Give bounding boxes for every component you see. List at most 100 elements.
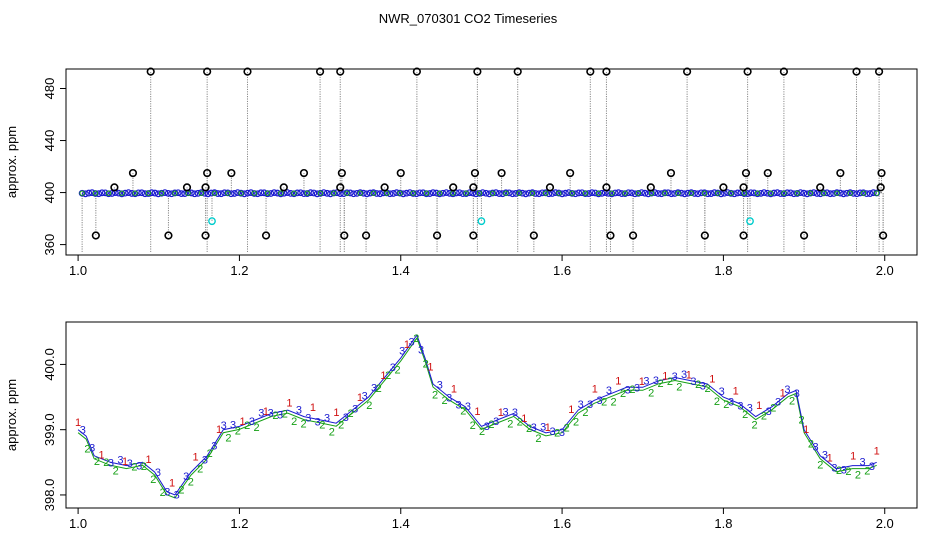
top-outlier-point <box>110 183 119 192</box>
top-data-marks <box>78 67 888 253</box>
bottom-flag-marker: 2 <box>178 485 184 497</box>
top-outlier-point <box>799 231 809 240</box>
top-baseline-point-green <box>873 190 880 196</box>
top-baseline-point <box>125 189 132 197</box>
top-baseline-point <box>591 189 599 197</box>
bottom-flag-marker: 3 <box>625 384 631 396</box>
top-outlier-point <box>299 168 309 178</box>
top-baseline-point <box>575 189 583 197</box>
top-baseline-point-green <box>701 190 708 196</box>
top-outlier-point <box>876 183 885 192</box>
top-baseline-point <box>658 190 665 198</box>
top-baseline-point <box>668 190 675 198</box>
bottom-flag-marker: 2 <box>704 383 710 395</box>
top-baseline-point <box>406 189 414 197</box>
bottom-flag-marker: 3 <box>202 454 208 466</box>
bottom-flag-marker: 1 <box>122 456 128 468</box>
top-baseline-point <box>856 189 864 197</box>
bottom-flag-marker: 2 <box>160 487 166 499</box>
top-baseline-point-green <box>278 190 284 196</box>
top-baseline-point-green <box>132 190 138 196</box>
bottom-flag-marker: 1 <box>286 397 292 409</box>
bottom-flag-marker: 2 <box>517 416 523 428</box>
top-baseline-point <box>707 190 715 197</box>
top-x-tick-label: 1.8 <box>714 263 732 278</box>
top-baseline-point <box>389 190 397 197</box>
top-baseline-point-green <box>834 190 840 196</box>
bottom-flag-marker: 2 <box>479 426 485 438</box>
top-baseline-point <box>624 189 632 197</box>
bottom-flag-marker: 2 <box>329 426 335 438</box>
top-baseline-point <box>287 189 295 197</box>
bottom-flag-marker: 2 <box>507 418 513 430</box>
top-outlier-point <box>449 183 458 192</box>
top-baseline-point <box>684 189 692 197</box>
bottom-flag-marker: 2 <box>601 397 607 409</box>
bottom-flag-marker: 3 <box>794 388 800 400</box>
top-baseline-point <box>552 189 559 197</box>
bottom-flag-marker: 2 <box>235 426 241 438</box>
bottom-flag-marker: 3 <box>737 401 743 413</box>
top-baseline-point <box>85 189 93 197</box>
top-baseline-point <box>353 189 361 197</box>
top-baseline-point <box>790 190 798 198</box>
bottom-flag-marker: 1 <box>380 370 386 382</box>
top-baseline-point <box>803 190 811 198</box>
bottom-flag-marker: 2 <box>573 417 579 429</box>
top-baseline-point <box>78 189 86 197</box>
top-baseline-point-green <box>264 190 271 196</box>
top-baseline-point <box>386 190 394 198</box>
bottom-x-tick-label: 1.2 <box>230 516 248 531</box>
bottom-flag-marker: 3 <box>728 396 734 408</box>
bottom-y-axis-title: approx. ppm <box>4 379 19 451</box>
top-cyan-point <box>746 217 754 226</box>
top-outlier-point <box>340 231 349 240</box>
top-baseline-point <box>509 190 516 198</box>
top-outlier-point <box>497 168 506 178</box>
bottom-flag-marker: 3 <box>390 362 396 374</box>
bottom-flag-marker: 1 <box>686 369 692 381</box>
bottom-flag-marker: 1 <box>145 454 151 466</box>
bottom-flag-marker: 3 <box>672 371 678 383</box>
bottom-flag-marker: 2 <box>864 466 870 478</box>
top-outlier-point <box>473 67 482 76</box>
top-baseline-point-green <box>662 190 668 196</box>
bottom-flag-marker: 3 <box>456 400 462 412</box>
bottom-flag-marker: 2 <box>366 400 372 412</box>
top-baseline-point-green <box>357 190 363 196</box>
top-baseline-point <box>323 189 331 197</box>
bottom-flag-marker: 3 <box>249 416 255 428</box>
top-baseline-point <box>350 190 357 198</box>
bottom-flag-marker: 1 <box>709 373 715 385</box>
top-baseline-point <box>101 189 109 197</box>
top-baseline-point <box>98 189 106 197</box>
top-baseline-point-green <box>715 190 721 196</box>
top-baseline-point <box>558 190 566 198</box>
top-y-tick-label: 400 <box>42 182 57 204</box>
bottom-flag-marker: 2 <box>385 370 391 382</box>
top-baseline-point <box>495 190 503 197</box>
top-baseline-point <box>638 189 646 197</box>
bottom-flag-marker: 1 <box>521 413 527 425</box>
bottom-flag-marker: 3 <box>841 464 847 476</box>
top-baseline-point <box>783 189 791 197</box>
top-baseline-point-green <box>225 190 231 196</box>
top-baseline-point <box>654 190 662 197</box>
bottom-flag-marker: 2 <box>845 466 851 478</box>
bottom-flag-marker: 3 <box>230 420 236 432</box>
bottom-flag-marker: 2 <box>770 402 776 414</box>
bottom-flag-marker: 3 <box>690 376 696 388</box>
top-baseline-point-green <box>489 190 496 196</box>
bottom-flag-marker: 3 <box>549 426 555 438</box>
top-baseline-point <box>456 189 463 197</box>
top-baseline-point <box>472 190 480 198</box>
top-baseline-point <box>770 189 778 197</box>
bottom-flag-marker: 3 <box>681 369 687 381</box>
bottom-flag-marker: 1 <box>874 446 880 458</box>
top-outlier-point <box>91 231 100 240</box>
top-baseline-point <box>340 190 348 198</box>
top-baseline-point <box>724 189 732 197</box>
top-baseline-point-green <box>317 190 324 196</box>
top-baseline-point <box>535 190 543 198</box>
top-baseline-point <box>585 190 593 197</box>
